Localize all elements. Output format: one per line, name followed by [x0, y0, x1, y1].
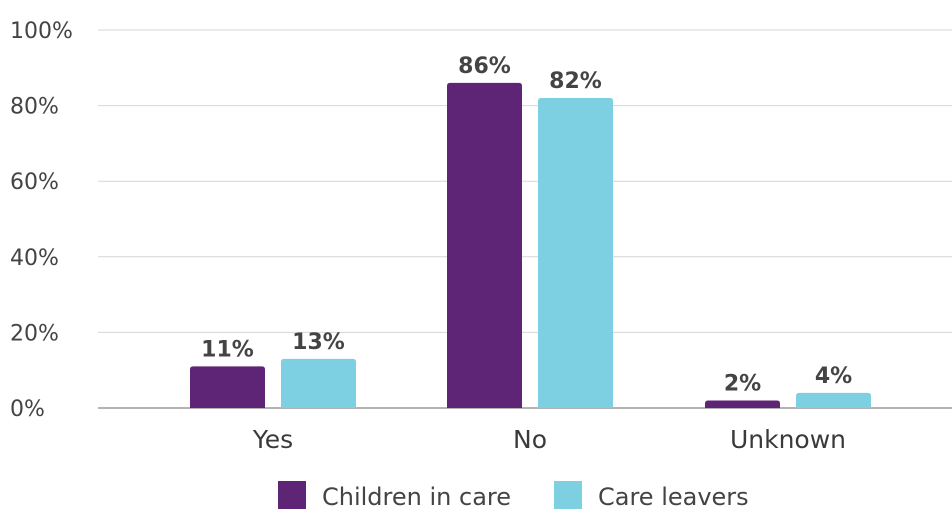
data-labels: 11% 13% 86% 82% 2% 4% [201, 54, 852, 397]
bar-children-in-care-no [447, 82, 522, 409]
category-label: Unknown [730, 425, 846, 454]
data-label: 11% [201, 337, 254, 362]
y-tick-label: 40% [10, 246, 59, 271]
data-label: 2% [724, 371, 761, 396]
y-tick-label: 60% [10, 170, 59, 195]
data-label: 4% [815, 364, 852, 389]
data-label: 86% [458, 54, 511, 79]
legend-swatch [278, 481, 306, 509]
data-label: 13% [292, 330, 345, 355]
bar-care-leavers-yes [281, 358, 356, 408]
bar-care-leavers-unknown [796, 392, 871, 408]
y-tick-label: 80% [10, 95, 59, 120]
legend-swatch [554, 481, 582, 509]
bar-children-in-care-yes [190, 366, 265, 408]
category-label: No [513, 425, 547, 454]
x-axis-categories: Yes No Unknown [252, 425, 846, 454]
legend-label: Care leavers [598, 483, 749, 511]
data-label: 82% [549, 69, 602, 94]
legend-label: Children in care [322, 483, 511, 511]
y-axis-ticks: 0% 20% 40% 60% 80% 100% [10, 19, 73, 422]
bars [190, 82, 871, 409]
legend: Children in care Care leavers [278, 481, 749, 511]
bar-children-in-care-unknown [705, 400, 780, 408]
y-tick-label: 0% [10, 397, 45, 422]
y-tick-label: 100% [10, 19, 73, 44]
y-tick-label: 20% [10, 321, 59, 346]
category-label: Yes [252, 425, 293, 454]
bar-care-leavers-no [538, 98, 613, 408]
